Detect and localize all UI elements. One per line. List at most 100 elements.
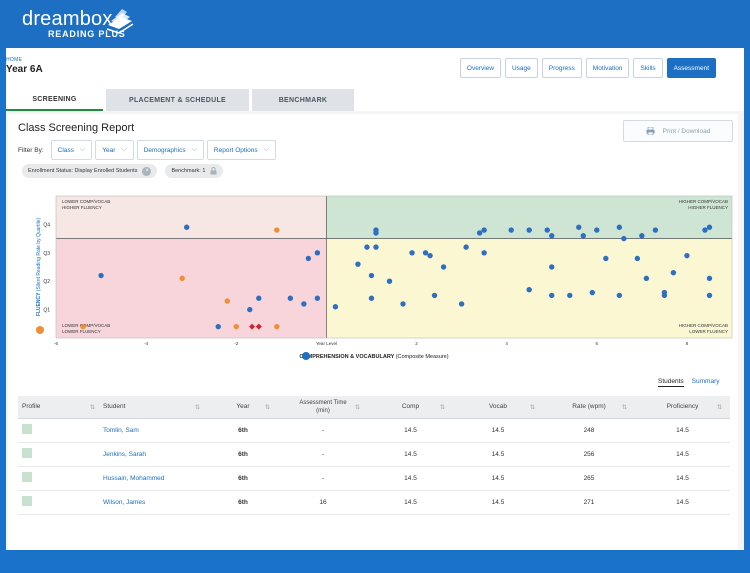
proficiency-cell: 14.5 <box>635 466 730 491</box>
data-point <box>458 301 465 307</box>
tab-bar: SCREENING PLACEMENT & SCHEDULE BENCHMARK <box>6 89 357 111</box>
book-logo-icon <box>106 9 134 34</box>
x-axis-label: COMPREHENSION & VOCABULARY (Composite Me… <box>299 354 448 360</box>
chip-benchmark[interactable]: Benchmark: 1 <box>165 164 224 178</box>
filter-class-dropdown[interactable]: Class ⌵ <box>50 140 93 160</box>
table-row: Wilson, James 6th 16 14.5 14.5 271 14.5 <box>18 490 730 515</box>
tab-students[interactable]: Students <box>658 378 684 387</box>
chevron-down-icon: ⌵ <box>121 146 127 153</box>
col-proficiency[interactable]: Proficiency ⇅ <box>635 396 730 419</box>
student-name-link[interactable]: Hussain, Mohammed <box>103 466 208 491</box>
fluency-icon <box>36 326 44 334</box>
data-point <box>287 295 294 301</box>
student-name-link[interactable]: Jenkins, Sarah <box>103 442 208 467</box>
rate-cell: 271 <box>543 490 635 515</box>
data-point <box>247 306 253 313</box>
col-student[interactable]: Student ⇅ <box>103 396 208 419</box>
data-point <box>183 224 190 230</box>
profile-swatch <box>22 448 32 458</box>
data-point <box>368 295 375 301</box>
filter-year-dropdown[interactable]: Year ⌵ <box>95 140 134 160</box>
quadrant-label: HIGHER FLUENCY <box>688 205 728 210</box>
quadrant-label: LOWER COMP/VOCAB <box>62 323 110 328</box>
data-point <box>549 233 555 239</box>
profile-cell <box>18 442 103 467</box>
quadrant-label: HIGHER COMP/VOCAB <box>679 323 728 328</box>
nav-motivation[interactable]: Motivation <box>585 58 630 78</box>
data-point <box>255 323 262 330</box>
tab-placement-schedule[interactable]: PLACEMENT & SCHEDULE <box>106 89 249 111</box>
col-comp-label: Comp <box>401 403 420 411</box>
tab-benchmark[interactable]: BENCHMARK <box>252 89 354 111</box>
data-point <box>702 227 708 233</box>
profile-swatch <box>22 472 32 482</box>
filter-demographics-label: Demographics <box>143 146 186 154</box>
sort-icon: ⇅ <box>529 405 535 411</box>
brand-name: dreambox <box>22 8 113 30</box>
report-nav: Overview Usage Progress Motivation Skill… <box>459 58 716 78</box>
filter-label: Filter By: <box>18 146 44 154</box>
data-point <box>481 250 487 256</box>
data-point <box>332 304 339 310</box>
col-assessment-time[interactable]: Assessment Time (min) ⇅ <box>278 396 368 419</box>
tab-screening[interactable]: SCREENING <box>6 89 103 111</box>
col-rate-label: Rate (wpm) <box>572 403 606 411</box>
comprehension-icon <box>302 352 310 360</box>
nav-usage[interactable]: Usage <box>504 58 538 78</box>
nav-skills[interactable]: Skills <box>633 58 663 78</box>
data-point <box>476 230 483 236</box>
print-download-button[interactable]: Print / Download <box>623 120 733 142</box>
close-icon[interactable]: × <box>142 166 152 176</box>
sort-icon: ⇅ <box>716 405 722 411</box>
logo[interactable]: dreambox READING PLUS <box>22 8 134 39</box>
data-point <box>549 292 555 299</box>
col-year[interactable]: Year ⇅ <box>208 396 278 419</box>
profile-cell <box>18 466 103 491</box>
nav-overview[interactable]: Overview <box>459 58 501 78</box>
quadrant-label: HIGHER COMP/VOCAB <box>679 199 728 204</box>
report-card: Class Screening Report Print / Download … <box>8 114 738 550</box>
filter-report-options-dropdown[interactable]: Report Options ⌵ <box>206 140 276 160</box>
col-rate[interactable]: Rate (wpm) ⇅ <box>543 396 635 419</box>
col-profile[interactable]: Profile ⇅ <box>18 396 103 419</box>
table-row: Tomlin, Sam 6th - 14.5 14.5 248 14.5 <box>18 418 730 443</box>
col-profile-label: Profile <box>22 403 41 411</box>
data-point <box>373 230 379 236</box>
col-vocab[interactable]: Vocab ⇅ <box>453 396 543 419</box>
data-point <box>400 301 406 307</box>
time-cell: - <box>278 442 368 467</box>
data-point <box>98 272 104 279</box>
nav-progress[interactable]: Progress <box>541 58 582 78</box>
data-point <box>481 227 487 233</box>
x-tick-label: Year Level <box>316 341 337 346</box>
data-point <box>652 227 659 233</box>
x-tick-label: 2 <box>415 341 418 346</box>
proficiency-cell: 14.5 <box>635 490 730 515</box>
chip-enrollment-status[interactable]: Enrollment Status: Display Enrolled Stud… <box>22 164 158 178</box>
filter-demographics-dropdown[interactable]: Demographics ⌵ <box>136 140 204 160</box>
comp-cell: 14.5 <box>368 466 453 491</box>
y-tick-label: Q2 <box>43 279 50 285</box>
col-comp[interactable]: Comp ⇅ <box>368 396 453 419</box>
profile-swatch <box>22 496 32 506</box>
data-point <box>224 298 230 304</box>
y-tick-label: Q4 <box>43 222 50 228</box>
data-point <box>364 244 370 250</box>
quadrant-top-left <box>56 196 327 239</box>
data-point <box>422 250 429 256</box>
nav-assessment[interactable]: Assessment <box>666 58 716 78</box>
year-cell: 6th <box>208 418 278 443</box>
quadrant-label: LOWER FLUENCY <box>62 329 101 334</box>
data-point <box>305 255 312 262</box>
tab-summary[interactable]: Summary <box>691 378 720 385</box>
rate-cell: 248 <box>543 418 635 443</box>
data-point <box>544 227 550 233</box>
data-point <box>274 323 280 330</box>
breadcrumb[interactable]: HOME <box>6 57 23 63</box>
data-point <box>215 323 221 330</box>
time-cell: - <box>278 418 368 443</box>
sort-icon: ⇅ <box>194 405 200 411</box>
student-name-link[interactable]: Tomlin, Sam <box>103 418 208 443</box>
student-name-link[interactable]: Wilson, James <box>103 490 208 515</box>
y-axis-label: FLUENCY (Silent Reading Rate by Quartile… <box>36 218 42 317</box>
